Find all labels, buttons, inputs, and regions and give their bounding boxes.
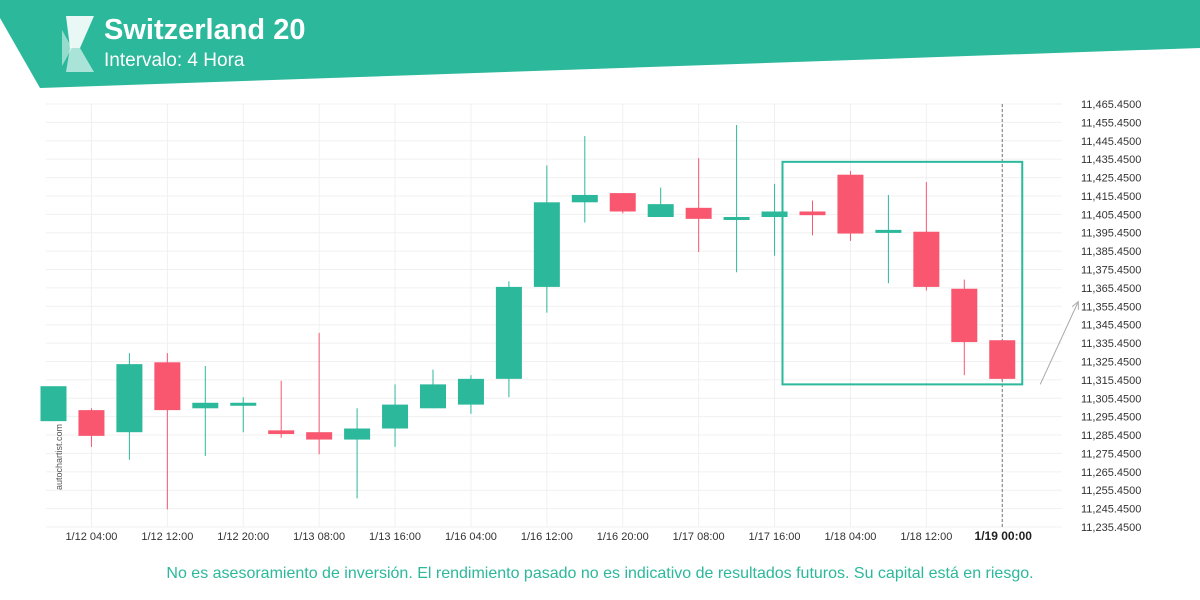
y-axis-tick-label: 11,395.4500 [1081,228,1141,240]
candle-body [989,340,1016,379]
candle-body [837,174,864,234]
x-axis-tick-label: 1/17 08:00 [673,531,725,543]
header-banner: Switzerland 20 Intervalo: 4 Hora [0,0,1200,90]
candle-body [761,211,788,218]
header-background [0,0,1200,88]
x-axis-tick-label: 1/12 12:00 [141,531,193,543]
candle-body [420,384,446,409]
x-axis-tick-label: 1/19 00:00 [975,529,1033,543]
candle-body [78,410,105,436]
y-axis-tick-label: 11,335.4500 [1081,338,1141,350]
candle-body [230,402,257,406]
autochartist-logo-icon [62,16,94,72]
watermark: autochartist.com [54,423,64,490]
candle-body [457,378,484,405]
candle-body [609,193,636,212]
x-axis-tick-label: 1/16 12:00 [521,531,573,543]
y-axis-tick-label: 11,275.4500 [1081,448,1141,460]
candle-body [192,402,219,409]
candle-body [951,288,978,343]
candle-body [647,204,674,218]
y-axis-tick-label: 11,355.4500 [1081,301,1141,313]
candle-body [40,386,67,422]
interval-subtitle: Intervalo: 4 Hora [104,50,245,71]
y-axis-tick-label: 11,295.4500 [1081,412,1141,424]
candle-body [875,229,902,233]
y-axis-tick-label: 11,285.4500 [1081,430,1141,442]
y-axis-tick-label: 11,425.4500 [1081,173,1141,185]
y-axis-tick-label: 11,265.4500 [1081,467,1141,479]
y-axis-tick-label: 11,375.4500 [1081,265,1141,277]
pattern-box [781,160,1024,386]
candle-body [913,231,940,287]
x-axis-tick-label: 1/13 16:00 [369,531,421,543]
candle-body [799,211,826,216]
forecast-arrow-head [1071,300,1079,310]
candle-body [382,404,409,429]
x-axis-tick-label: 1/12 20:00 [217,531,269,543]
y-axis-tick-label: 11,415.4500 [1081,191,1141,203]
x-axis-tick-label: 1/16 20:00 [597,531,649,543]
candle-body [154,362,181,411]
forecast-arrow-line [1039,301,1079,385]
candle-body [116,364,143,433]
x-axis-tick-label: 1/17 16:00 [749,531,801,543]
y-axis-tick-label: 11,235.4500 [1081,522,1141,534]
candle-body [268,430,295,435]
y-axis-tick-label: 11,245.4500 [1081,504,1141,516]
x-axis-tick-label: 1/18 04:00 [824,531,876,543]
y-axis-tick-label: 11,315.4500 [1081,375,1141,387]
disclaimer: No es asesoramiento de inversión. El ren… [166,565,1034,582]
candle-body [723,217,750,221]
x-axis-tick-label: 1/13 08:00 [293,531,345,543]
y-axis-tick-label: 11,445.4500 [1081,136,1141,148]
y-axis-tick-label: 11,325.4500 [1081,356,1141,368]
y-axis-tick-label: 11,455.4500 [1081,117,1141,129]
candle-body [533,202,560,287]
y-axis-tick-label: 11,345.4500 [1081,320,1141,332]
candle-body [571,194,598,203]
candle-body [306,432,333,440]
y-axis-tick-label: 11,365.4500 [1081,283,1141,295]
candle-body [344,428,371,440]
page-title: Switzerland 20 [104,14,306,46]
y-axis-tick-label: 11,465.4500 [1081,99,1141,111]
x-axis-tick-label: 1/12 04:00 [65,531,117,543]
y-axis-tick-label: 11,385.4500 [1081,246,1141,258]
candle-body [495,286,522,379]
y-axis-tick-label: 11,435.4500 [1081,154,1141,166]
candle-body [685,207,712,219]
y-axis-tick-label: 11,405.4500 [1081,209,1141,221]
x-axis-tick-label: 1/18 12:00 [900,531,952,543]
y-axis-tick-label: 11,305.4500 [1081,393,1141,405]
y-axis-tick-label: 11,255.4500 [1081,485,1141,497]
x-axis-tick-label: 1/16 04:00 [445,531,497,543]
